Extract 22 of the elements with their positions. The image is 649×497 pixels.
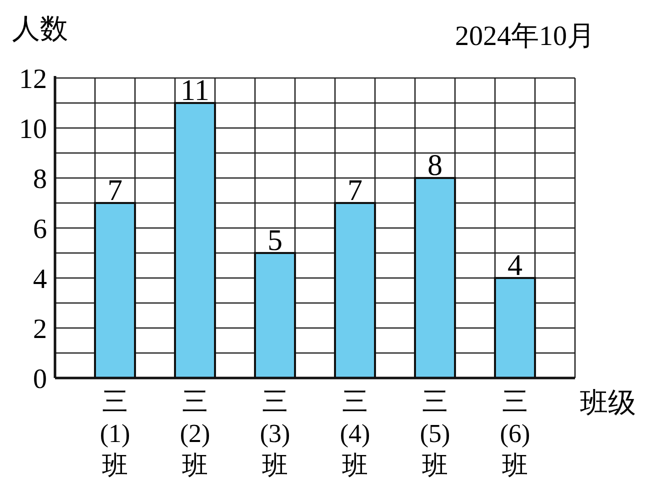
x-tick-label: 三 (4) 班 xyxy=(340,387,370,480)
y-axis-title: 人数 xyxy=(12,14,68,45)
y-tick-label: 4 xyxy=(33,264,47,295)
data-label: 8 xyxy=(428,149,442,182)
data-label: 11 xyxy=(180,74,210,107)
x-tick-label: 三 (1) 班 xyxy=(100,387,130,480)
x-tick-label: 三 (5) 班 xyxy=(420,387,450,480)
y-tick-label: 12 xyxy=(19,64,47,95)
x-tick-label: 三 (2) 班 xyxy=(180,387,210,480)
x-tick-label: 三 (3) 班 xyxy=(260,387,290,480)
data-label: 7 xyxy=(348,174,362,207)
y-tick-label: 10 xyxy=(19,114,47,145)
y-tick-label: 0 xyxy=(33,364,47,395)
x-axis-title: 班级 xyxy=(580,388,636,419)
x-tick-label: 三 (6) 班 xyxy=(500,387,530,480)
text: 2024年10月 xyxy=(455,21,595,52)
y-tick-label: 2 xyxy=(33,314,47,345)
y-tick-label: 6 xyxy=(33,214,47,245)
data-label: 4 xyxy=(508,249,522,282)
data-label: 5 xyxy=(268,224,282,257)
y-tick-label: 8 xyxy=(33,164,47,195)
data-label: 7 xyxy=(108,174,122,207)
